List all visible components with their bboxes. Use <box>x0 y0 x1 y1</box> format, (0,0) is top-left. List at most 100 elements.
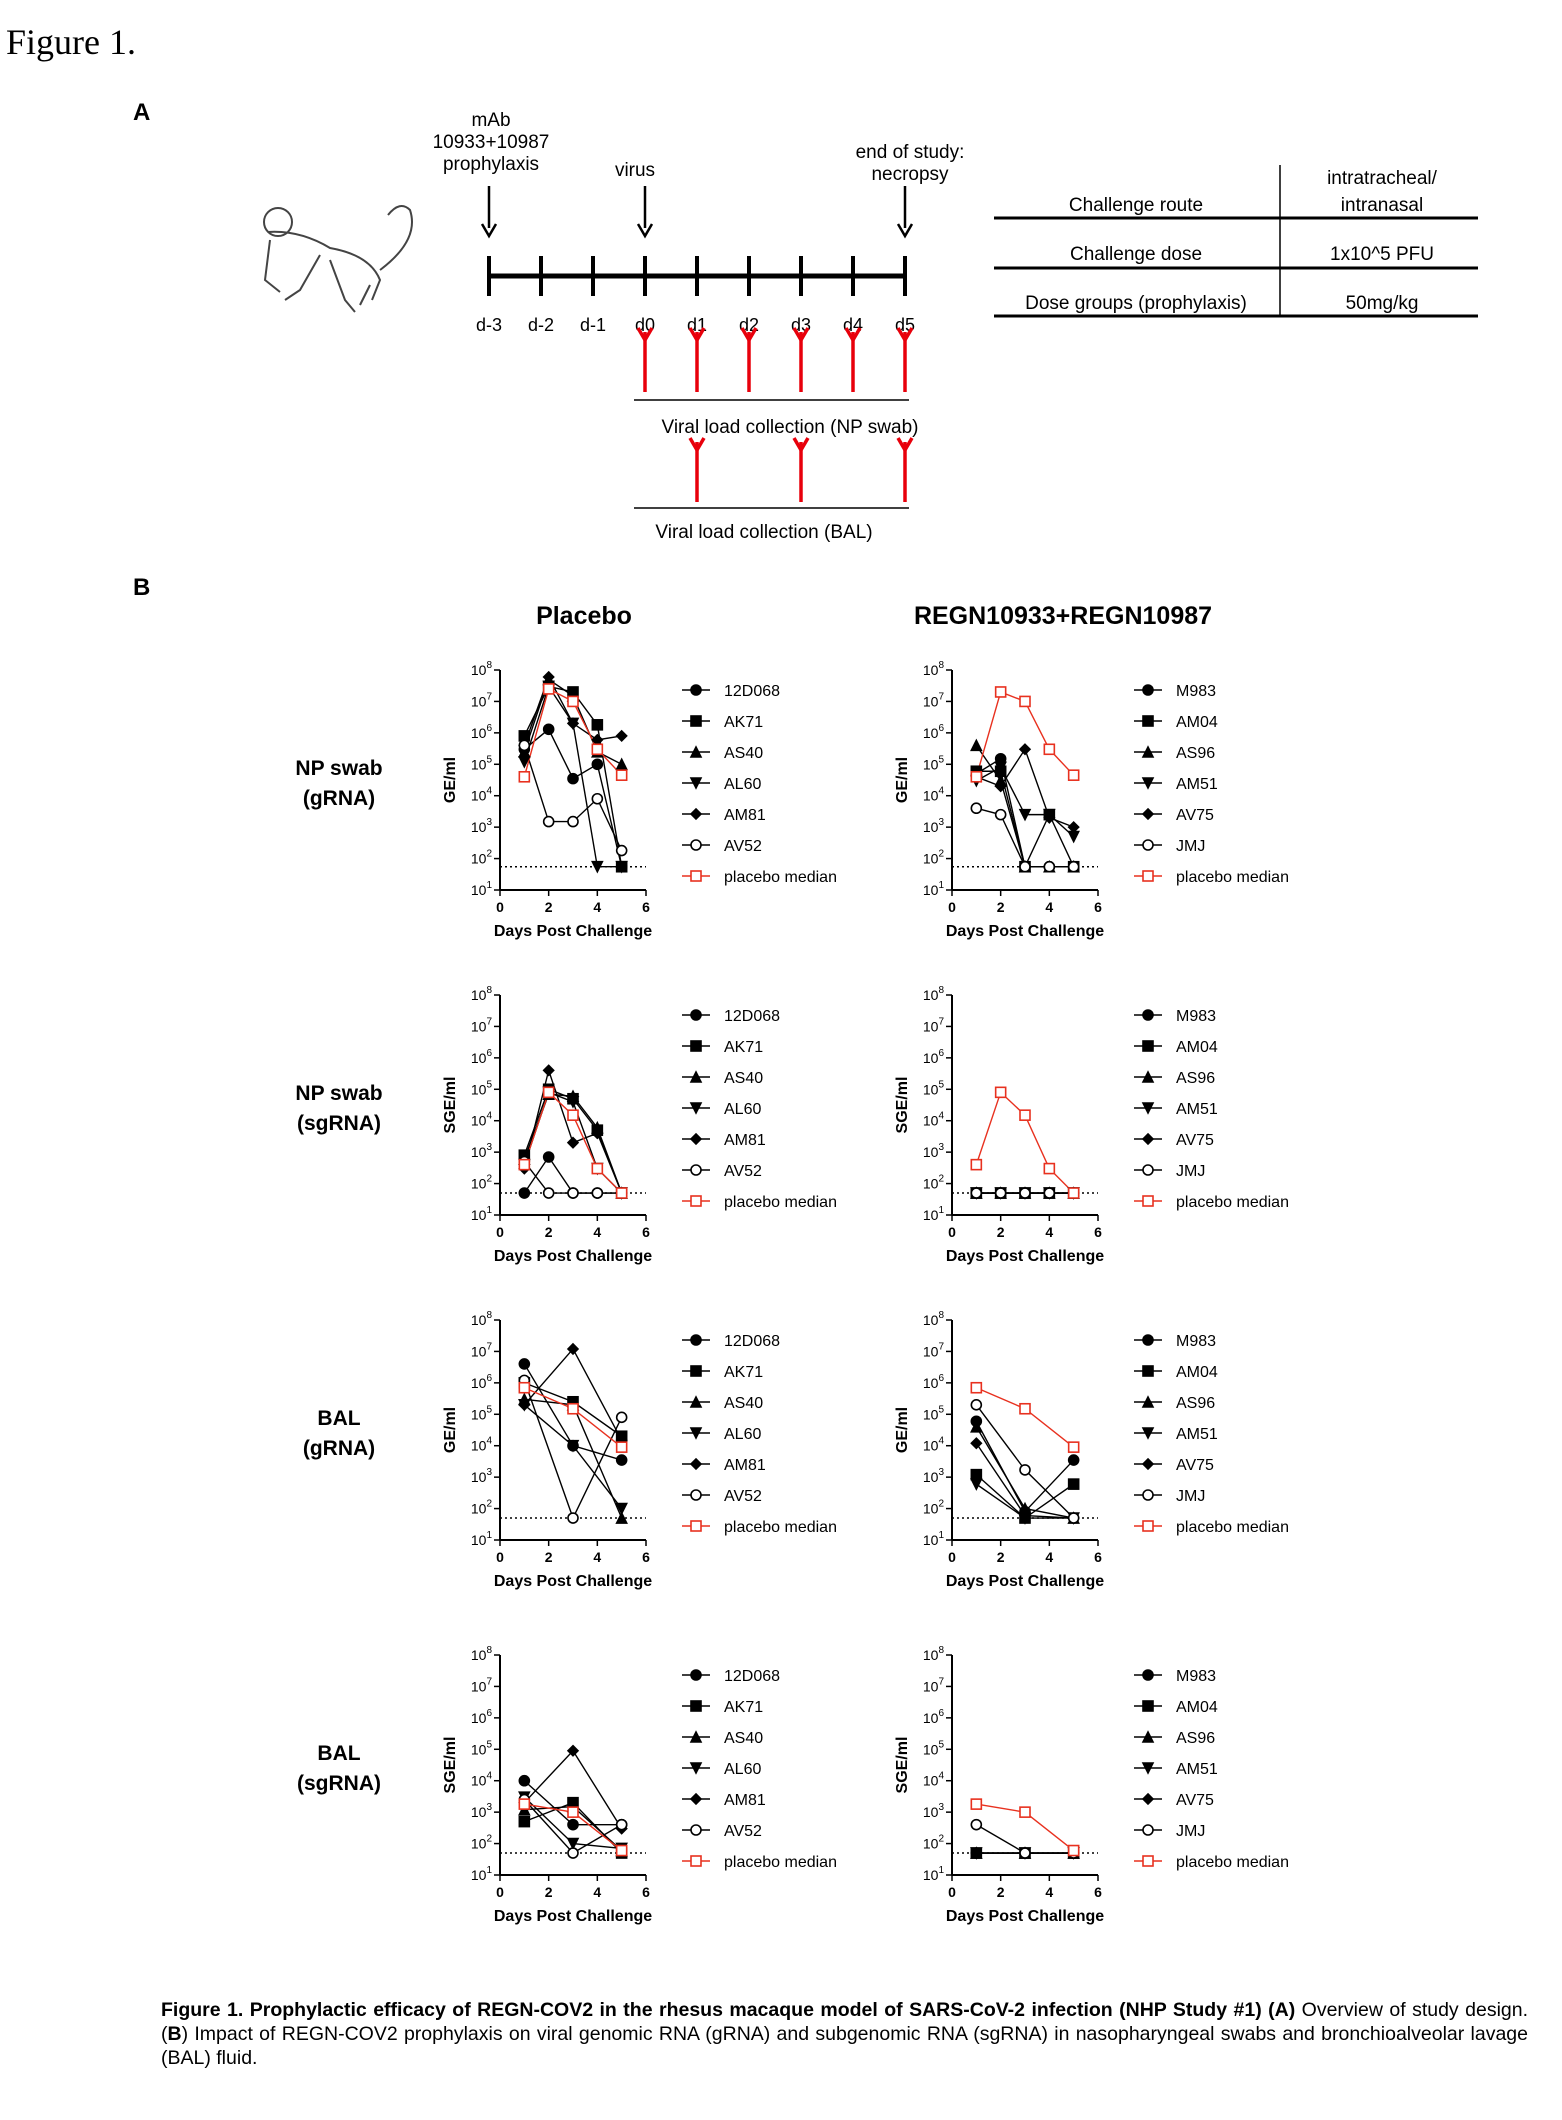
marker <box>1019 695 1031 708</box>
y-tick-label: 108 <box>923 1310 945 1328</box>
legend-marker <box>690 1700 702 1712</box>
marker <box>542 1151 555 1163</box>
x-tick-label: 2 <box>997 1224 1005 1240</box>
series-line <box>523 1067 623 1194</box>
marker <box>1019 1402 1031 1415</box>
legend-label: M983 <box>1176 1008 1216 1025</box>
legend-label: AV52 <box>724 1488 762 1505</box>
legend-marker <box>689 1427 703 1440</box>
legend-marker <box>690 1520 702 1532</box>
legend-marker <box>1142 1195 1154 1207</box>
legend-marker <box>1142 1334 1154 1346</box>
day-label: d-1 <box>580 315 606 335</box>
x-tick-label: 4 <box>1045 1884 1053 1900</box>
x-tick-label: 0 <box>496 899 504 915</box>
marker <box>591 792 604 805</box>
arrow-head <box>896 437 914 454</box>
arrow-head <box>688 437 706 454</box>
table-cell: intratracheal/ <box>1327 168 1438 189</box>
y-tick-label: 107 <box>923 1341 945 1359</box>
legend-label: AK71 <box>724 1364 763 1381</box>
legend-label: 12D068 <box>724 1008 780 1025</box>
annotation: Viral load collection (NP swab) <box>662 417 919 438</box>
legend-label: M983 <box>1176 1333 1216 1350</box>
y-tick-label: 108 <box>471 1310 493 1328</box>
y-tick-label: 107 <box>471 1676 493 1694</box>
legend-marker <box>1141 1457 1155 1471</box>
marker <box>567 695 579 708</box>
annotation: mAb <box>471 110 510 131</box>
marker <box>970 1798 983 1810</box>
legend-label: AS96 <box>1176 1070 1215 1087</box>
marker <box>566 1136 580 1149</box>
y-tick-label: 103 <box>923 817 945 835</box>
y-axis-label: SGE/ml <box>894 1737 911 1794</box>
y-tick-label: 108 <box>923 985 945 1003</box>
table-cell: 50mg/kg <box>1346 293 1419 314</box>
legend-marker <box>1142 1365 1154 1377</box>
legend-marker <box>1141 1395 1155 1408</box>
row-label: (gRNA) <box>303 787 375 810</box>
y-tick-label: 103 <box>471 1802 493 1820</box>
legend-label: AK71 <box>724 1699 763 1716</box>
marker <box>591 758 604 771</box>
legend-label: AS96 <box>1176 1730 1215 1747</box>
y-tick-label: 104 <box>923 1436 945 1454</box>
marker <box>567 1512 579 1524</box>
row-label: (sgRNA) <box>297 1772 381 1795</box>
legend-marker <box>1141 1427 1155 1440</box>
marker <box>591 719 604 731</box>
marker <box>1067 1512 1080 1524</box>
legend-label: AM04 <box>1176 714 1218 731</box>
x-tick-label: 0 <box>948 899 956 915</box>
series-line <box>523 745 623 851</box>
arrow-head <box>480 223 498 239</box>
legend-marker <box>690 1009 702 1021</box>
legend-label: placebo median <box>724 869 837 886</box>
legend-label: AM81 <box>724 1792 766 1809</box>
marker <box>994 1086 1007 1099</box>
x-axis-label: Days Post Challenge <box>494 1908 652 1925</box>
x-tick-label: 2 <box>997 1549 1005 1565</box>
legend-label: AL60 <box>724 1761 761 1778</box>
series-line <box>975 766 1075 838</box>
y-tick-label: 104 <box>923 786 945 804</box>
marker <box>518 1774 531 1787</box>
marker <box>1067 1844 1080 1857</box>
marker <box>518 770 531 783</box>
marker <box>970 1399 983 1411</box>
x-tick-label: 6 <box>642 1884 650 1900</box>
legend-marker <box>1141 1730 1155 1743</box>
y-tick-label: 102 <box>923 1834 945 1852</box>
marker <box>566 1342 580 1356</box>
legend-label: AM51 <box>1176 1761 1218 1778</box>
legend-marker <box>1142 1855 1154 1867</box>
legend-marker <box>1141 1762 1155 1775</box>
marker <box>1067 1187 1080 1199</box>
row-label: BAL <box>317 1742 360 1765</box>
marker <box>1067 821 1080 834</box>
x-axis-label: Days Post Challenge <box>946 1908 1104 1925</box>
marker <box>518 739 531 752</box>
y-tick-label: 102 <box>471 849 493 867</box>
marker <box>567 1402 579 1415</box>
y-tick-label: 106 <box>923 1048 945 1066</box>
marker <box>1067 1441 1080 1453</box>
x-tick-label: 2 <box>997 1884 1005 1900</box>
legend-label: M983 <box>1176 1668 1216 1685</box>
y-tick-label: 102 <box>923 849 945 867</box>
legend-label: AS96 <box>1176 1395 1215 1412</box>
x-tick-label: 4 <box>593 1549 601 1565</box>
marker <box>567 1818 579 1831</box>
y-tick-label: 105 <box>923 1404 945 1422</box>
annotation: prophylaxis <box>443 154 539 175</box>
x-axis-label: Days Post Challenge <box>494 1573 652 1590</box>
y-tick-label: 106 <box>471 1373 493 1391</box>
x-tick-label: 2 <box>997 899 1005 915</box>
marker <box>615 1187 628 1199</box>
marker <box>1043 860 1056 873</box>
annotation: end of study: <box>856 142 965 163</box>
legend-marker <box>690 1824 702 1836</box>
legend-label: M983 <box>1176 683 1216 700</box>
y-tick-label: 107 <box>471 1016 493 1034</box>
